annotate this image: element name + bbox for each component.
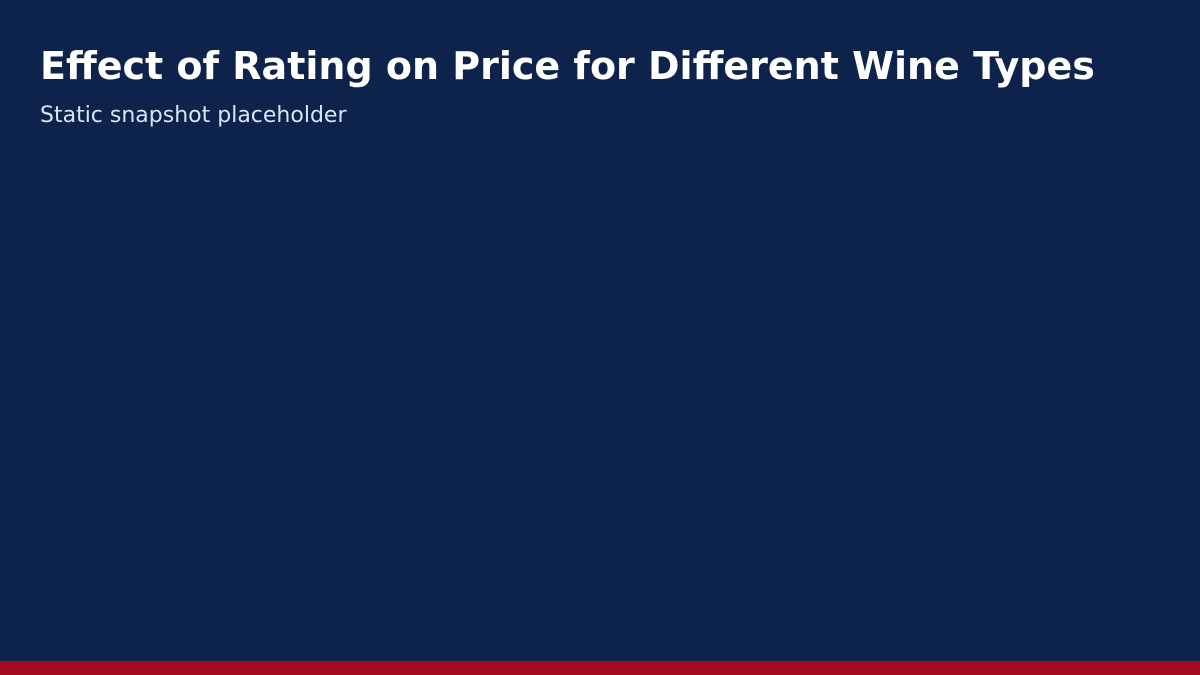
accent-bar [0, 661, 1200, 675]
page-title: Effect of Rating on Price for Different … [40, 44, 1095, 88]
page-subtitle: Static snapshot placeholder [40, 103, 347, 128]
